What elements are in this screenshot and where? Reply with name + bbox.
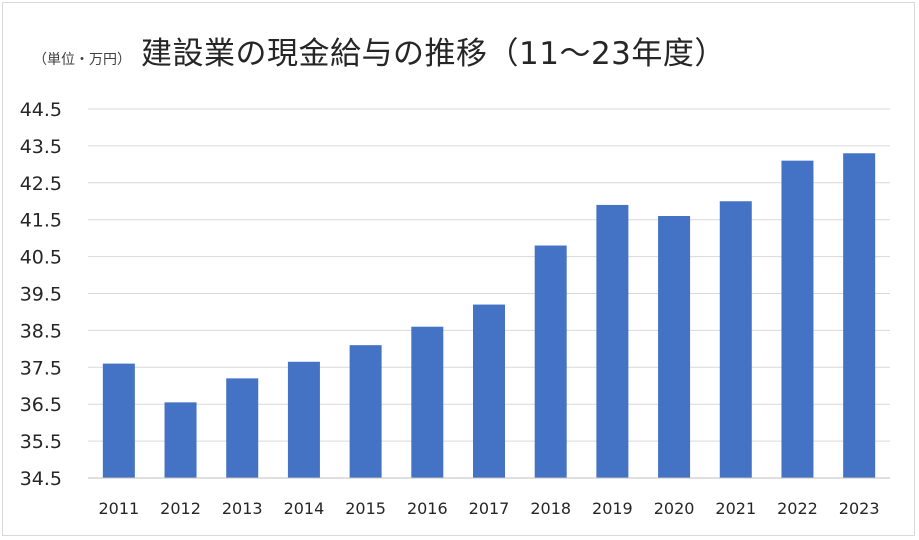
bar-2020 bbox=[658, 216, 691, 478]
bar-2018 bbox=[534, 245, 567, 478]
bar-2019 bbox=[596, 204, 629, 478]
x-tick-label: 2011 bbox=[98, 499, 139, 518]
y-tick-label: 36.5 bbox=[20, 394, 62, 416]
unit-label: （単位・万円） bbox=[33, 52, 131, 68]
bar-2014 bbox=[287, 361, 320, 478]
bar-2017 bbox=[473, 304, 505, 478]
y-tick-label: 39.5 bbox=[20, 284, 62, 306]
y-tick-label: 41.5 bbox=[20, 210, 62, 232]
x-tick-label: 2018 bbox=[530, 499, 571, 518]
x-tick-label: 2015 bbox=[345, 499, 386, 518]
bar-2016 bbox=[411, 326, 444, 478]
y-tick-label: 34.5 bbox=[20, 468, 62, 490]
y-tick-label: 38.5 bbox=[20, 320, 62, 342]
x-tick-label: 2022 bbox=[777, 499, 818, 518]
y-tick-label: 35.5 bbox=[20, 431, 62, 453]
x-tick-label: 2020 bbox=[654, 499, 695, 518]
x-tick-label: 2019 bbox=[592, 499, 633, 518]
y-tick-label: 42.5 bbox=[20, 173, 62, 195]
bar-2011 bbox=[102, 363, 135, 478]
y-axis-ticks: 34.5 35.5 36.5 37.5 38.5 39.5 40.5 41.5 42.5 43.5… bbox=[20, 99, 62, 490]
y-tick-label: 44.5 bbox=[20, 99, 62, 121]
x-tick-label: 2014 bbox=[284, 499, 325, 518]
title-row: （単位・万円） 建設業の現金給与の推移（11〜23年度） bbox=[33, 28, 726, 78]
bar-2022 bbox=[781, 160, 814, 478]
x-tick-label: 2023 bbox=[839, 499, 880, 518]
x-axis-ticks: 2011 2012 2013 2014 2015 2016 2017 2018 2019 2020… bbox=[98, 499, 879, 518]
bar-2012 bbox=[164, 402, 197, 478]
x-tick-label: 2017 bbox=[469, 499, 510, 518]
y-tick-label: 43.5 bbox=[20, 136, 62, 158]
x-tick-label: 2021 bbox=[715, 499, 756, 518]
chart-title: 建設業の現金給与の推移（11〜23年度） bbox=[141, 36, 726, 72]
y-tick-label: 40.5 bbox=[20, 247, 62, 269]
bar-2013 bbox=[226, 378, 259, 478]
bar-2023 bbox=[843, 153, 876, 478]
x-tick-label: 2013 bbox=[222, 499, 263, 518]
bar-2015 bbox=[349, 345, 382, 478]
bar-2021 bbox=[719, 201, 752, 478]
bars bbox=[102, 153, 876, 478]
x-tick-label: 2016 bbox=[407, 499, 448, 518]
x-tick-label: 2012 bbox=[160, 499, 201, 518]
y-tick-label: 37.5 bbox=[20, 357, 62, 379]
